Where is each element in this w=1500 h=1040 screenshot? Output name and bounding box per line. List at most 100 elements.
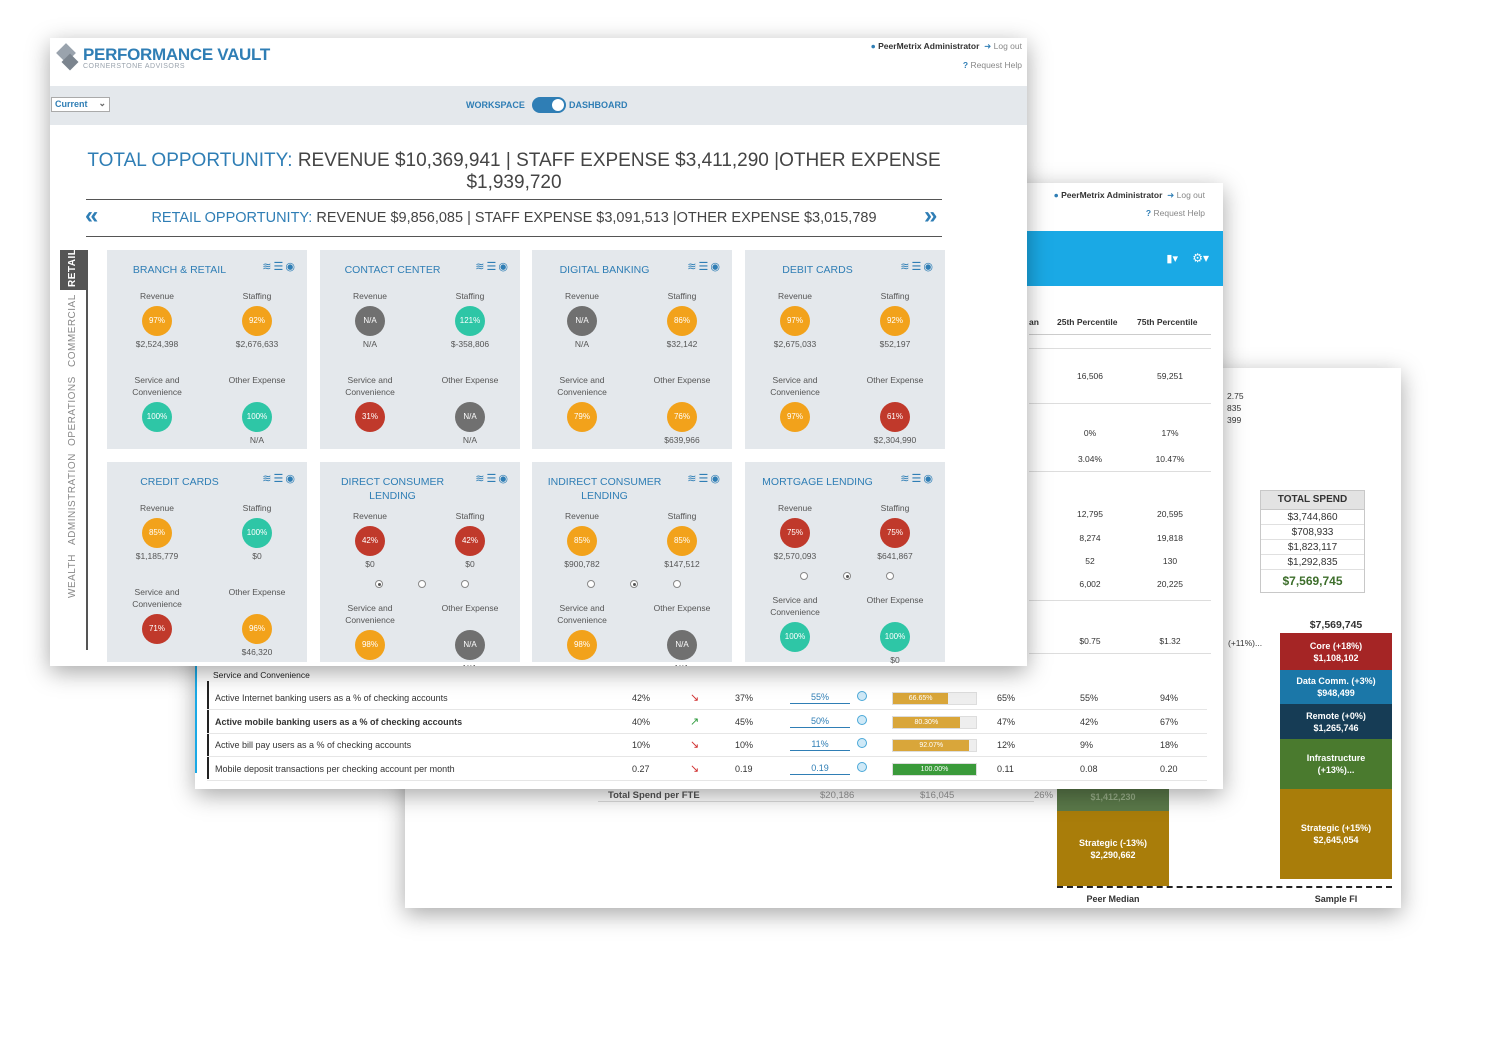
metric-row[interactable]: Active Internet banking users as a % of … <box>207 687 1207 710</box>
trend-chart-icon[interactable]: ≋ <box>262 261 274 273</box>
metric-row[interactable]: Active bill pay users as a % of checking… <box>207 734 1207 757</box>
opportunity-card[interactable]: DIRECT CONSUMER LENDING ≋☰◉ Revenue 42% $0 St… <box>320 462 520 666</box>
tab-commercial[interactable]: COMMERCIAL <box>67 294 78 367</box>
metric-score-circle[interactable]: 97% <box>142 306 172 336</box>
metric-score-circle[interactable]: 75% <box>880 518 910 548</box>
trend-chart-icon[interactable]: ≋ <box>262 473 274 485</box>
metric-score-circle[interactable]: 98% <box>567 630 597 660</box>
radio-option[interactable] <box>375 580 383 588</box>
eye-icon[interactable]: ◉ <box>285 473 297 485</box>
eye-icon[interactable]: ◉ <box>923 261 935 273</box>
mid-logout-link[interactable]: Log out <box>1176 190 1205 200</box>
metric-score-circle[interactable]: 97% <box>780 306 810 336</box>
radio-option[interactable] <box>418 580 426 588</box>
period-select[interactable]: Current ⌄ <box>51 97 110 112</box>
metric-score-circle[interactable]: 42% <box>355 526 385 556</box>
eye-icon[interactable]: ◉ <box>710 473 722 485</box>
opportunity-card[interactable]: DEBIT CARDS ≋☰◉ Revenue 97% $2,675,033 Staffi… <box>745 250 945 449</box>
list-icon[interactable]: ☰ <box>911 261 924 273</box>
metric-score-circle[interactable]: 61% <box>880 402 910 432</box>
eye-icon[interactable]: ◉ <box>498 261 510 273</box>
metric-score-circle[interactable]: 71% <box>142 614 172 644</box>
eye-icon[interactable]: ◉ <box>498 473 510 485</box>
metric-score-circle[interactable]: N/A <box>355 306 385 336</box>
toggle-dashboard-label[interactable]: DASHBOARD <box>569 100 628 110</box>
metric-score-circle[interactable]: 100% <box>142 402 172 432</box>
next-chevron-icon[interactable]: » <box>924 202 938 229</box>
metric-row[interactable]: Mobile deposit transactions per checking… <box>207 758 1207 781</box>
trend-chart-icon[interactable]: ≋ <box>687 261 699 273</box>
tab-administration[interactable]: ADMINISTRATION <box>67 453 78 545</box>
metric-score-circle[interactable]: 100% <box>242 518 272 548</box>
target-info-icon[interactable] <box>857 761 867 772</box>
metric-score-circle[interactable]: 86% <box>667 306 697 336</box>
target-info-icon[interactable] <box>857 714 867 725</box>
metric-score-circle[interactable]: 96% <box>242 614 272 644</box>
metric-score-circle[interactable]: 98% <box>355 630 385 660</box>
metric-score-circle[interactable]: 75% <box>780 518 810 548</box>
target-info-icon[interactable] <box>857 738 867 748</box>
list-icon[interactable]: ☰ <box>273 473 286 485</box>
help-link[interactable]: ? Request Help <box>963 60 1022 70</box>
list-icon[interactable]: ☰ <box>273 261 286 273</box>
metric-score-circle[interactable]: 79% <box>567 402 597 432</box>
metric-target-input[interactable]: 11% <box>790 739 850 751</box>
opportunity-card[interactable]: CONTACT CENTER ≋☰◉ Revenue N/A N/A Staffing 12… <box>320 250 520 449</box>
eye-icon[interactable]: ◉ <box>285 261 297 273</box>
list-icon[interactable]: ☰ <box>911 473 924 485</box>
metric-target-input[interactable]: 0.19 <box>790 763 850 775</box>
metric-score-circle[interactable]: 92% <box>880 306 910 336</box>
metric-score-circle[interactable]: 121% <box>455 306 485 336</box>
trend-chart-icon[interactable]: ≋ <box>900 261 912 273</box>
brand-name[interactable]: PERFORMANCE VAULT <box>83 45 270 64</box>
metric-target-input[interactable]: 50% <box>790 716 850 728</box>
trend-chart-icon[interactable]: ≋ <box>475 261 487 273</box>
document-icon[interactable]: ▮▾ <box>1166 253 1178 265</box>
metric-score-circle[interactable]: 42% <box>455 526 485 556</box>
metric-row[interactable]: Active mobile banking users as a % of ch… <box>207 711 1207 734</box>
radio-option[interactable] <box>673 580 681 588</box>
list-icon[interactable]: ☰ <box>486 261 499 273</box>
list-icon[interactable]: ☰ <box>486 473 499 485</box>
mid-help[interactable]: ? Request Help <box>1146 208 1205 218</box>
view-toggle[interactable] <box>532 97 566 113</box>
metric-score-circle[interactable]: 100% <box>242 402 272 432</box>
metric-score-circle[interactable]: 85% <box>567 526 597 556</box>
logout-link[interactable]: Log out <box>993 41 1022 51</box>
radio-option[interactable] <box>461 580 469 588</box>
radio-option[interactable] <box>587 580 595 588</box>
tab-wealth[interactable]: WEALTH <box>67 554 78 598</box>
metric-target-input[interactable]: 55% <box>790 692 850 704</box>
metric-score-circle[interactable]: N/A <box>667 630 697 660</box>
radio-option[interactable] <box>800 572 808 580</box>
toggle-workspace-label[interactable]: WORKSPACE <box>466 100 525 110</box>
radio-option[interactable] <box>630 580 638 588</box>
opportunity-card[interactable]: INDIRECT CONSUMER LENDING ≋☰◉ Revenue 85% $9… <box>532 462 732 666</box>
metric-score-circle[interactable]: N/A <box>567 306 597 336</box>
tab-retail[interactable]: RETAIL <box>67 248 78 287</box>
opportunity-card[interactable]: MORTGAGE LENDING ≋☰◉ Revenue 75% $2,570,093 S… <box>745 462 945 665</box>
metric-score-circle[interactable]: 85% <box>142 518 172 548</box>
metric-score-circle[interactable]: 85% <box>667 526 697 556</box>
target-info-icon[interactable] <box>857 691 867 701</box>
radio-option[interactable] <box>886 572 894 580</box>
opportunity-card[interactable]: DIGITAL BANKING ≋☰◉ Revenue N/A N/A Staffing 8… <box>532 250 732 449</box>
metric-score-circle[interactable]: N/A <box>455 630 485 660</box>
list-icon[interactable]: ☰ <box>698 473 711 485</box>
mid-user-name[interactable]: PeerMetrix Administrator <box>1061 190 1163 200</box>
prev-chevron-icon[interactable]: « <box>85 202 99 229</box>
trend-chart-icon[interactable]: ≋ <box>475 473 487 485</box>
radio-option[interactable] <box>843 572 851 580</box>
opportunity-card[interactable]: CREDIT CARDS ≋☰◉ Revenue 85% $1,185,779 Staff… <box>107 462 307 662</box>
list-icon[interactable]: ☰ <box>698 261 711 273</box>
gear-icon[interactable]: ⚙▾ <box>1192 251 1209 265</box>
metric-score-circle[interactable]: 100% <box>880 622 910 652</box>
metric-score-circle[interactable]: 76% <box>667 402 697 432</box>
user-name[interactable]: PeerMetrix Administrator <box>878 41 980 51</box>
metric-score-circle[interactable]: 92% <box>242 306 272 336</box>
eye-icon[interactable]: ◉ <box>710 261 722 273</box>
metric-score-circle[interactable]: 100% <box>780 622 810 652</box>
eye-icon[interactable]: ◉ <box>923 473 935 485</box>
trend-chart-icon[interactable]: ≋ <box>687 473 699 485</box>
tab-operations[interactable]: OPERATIONS <box>67 376 78 446</box>
